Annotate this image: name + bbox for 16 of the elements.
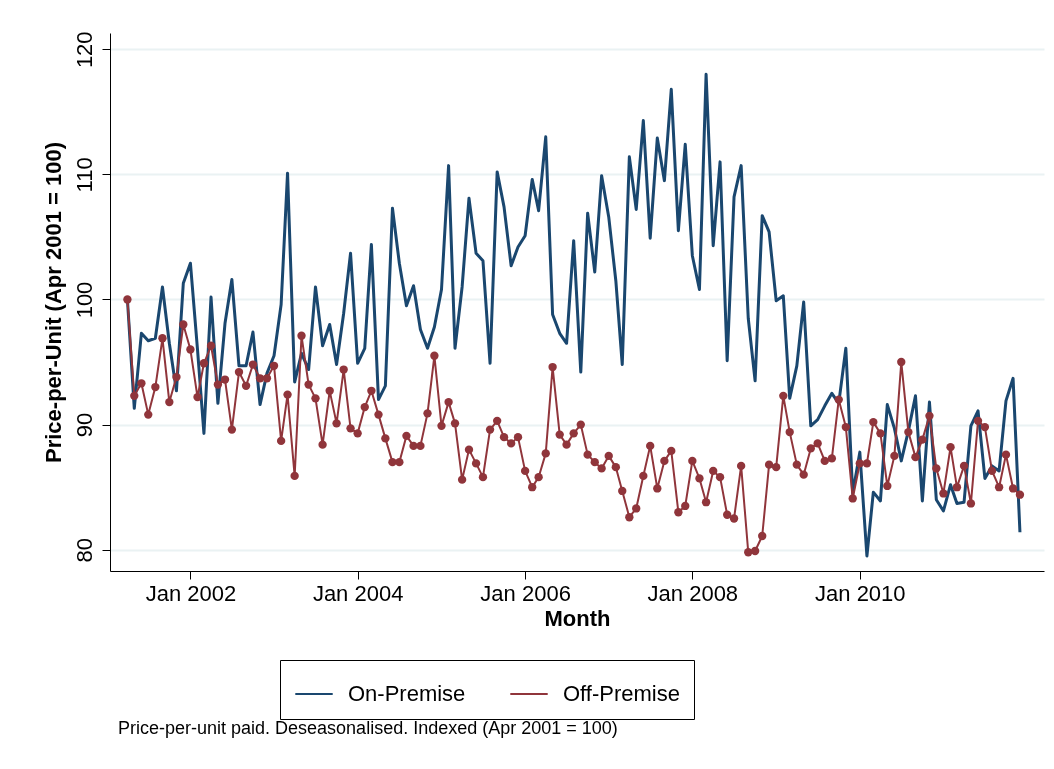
x-tick-label: Jan 2006 <box>480 580 571 606</box>
text: Price-per-unit paid. Deseasonalised. Indexed (Apr 2001 = 100) <box>118 718 618 739</box>
y-tick-label: 120 <box>71 31 97 69</box>
legend-label: Off-Premise <box>563 681 680 706</box>
y-tick-label: 100 <box>71 281 97 319</box>
y-tick-label: 90 <box>71 412 97 438</box>
line-series <box>125 72 1022 558</box>
x-tick-label: Jan 2002 <box>145 580 237 606</box>
legend-label: On-Premise <box>348 681 466 706</box>
y-axis-title: Price-per-Unit (Apr 2001 = 100) <box>40 142 66 463</box>
x-tick-label: Jan 2004 <box>312 580 404 606</box>
y-tick-label: 110 <box>71 157 97 193</box>
x-tick-label: Jan 2008 <box>647 580 739 606</box>
x-tick-label: Jan 2010 <box>815 580 906 606</box>
y-tick-label: 80 <box>71 537 97 563</box>
x-axis-title: Month <box>544 605 611 631</box>
